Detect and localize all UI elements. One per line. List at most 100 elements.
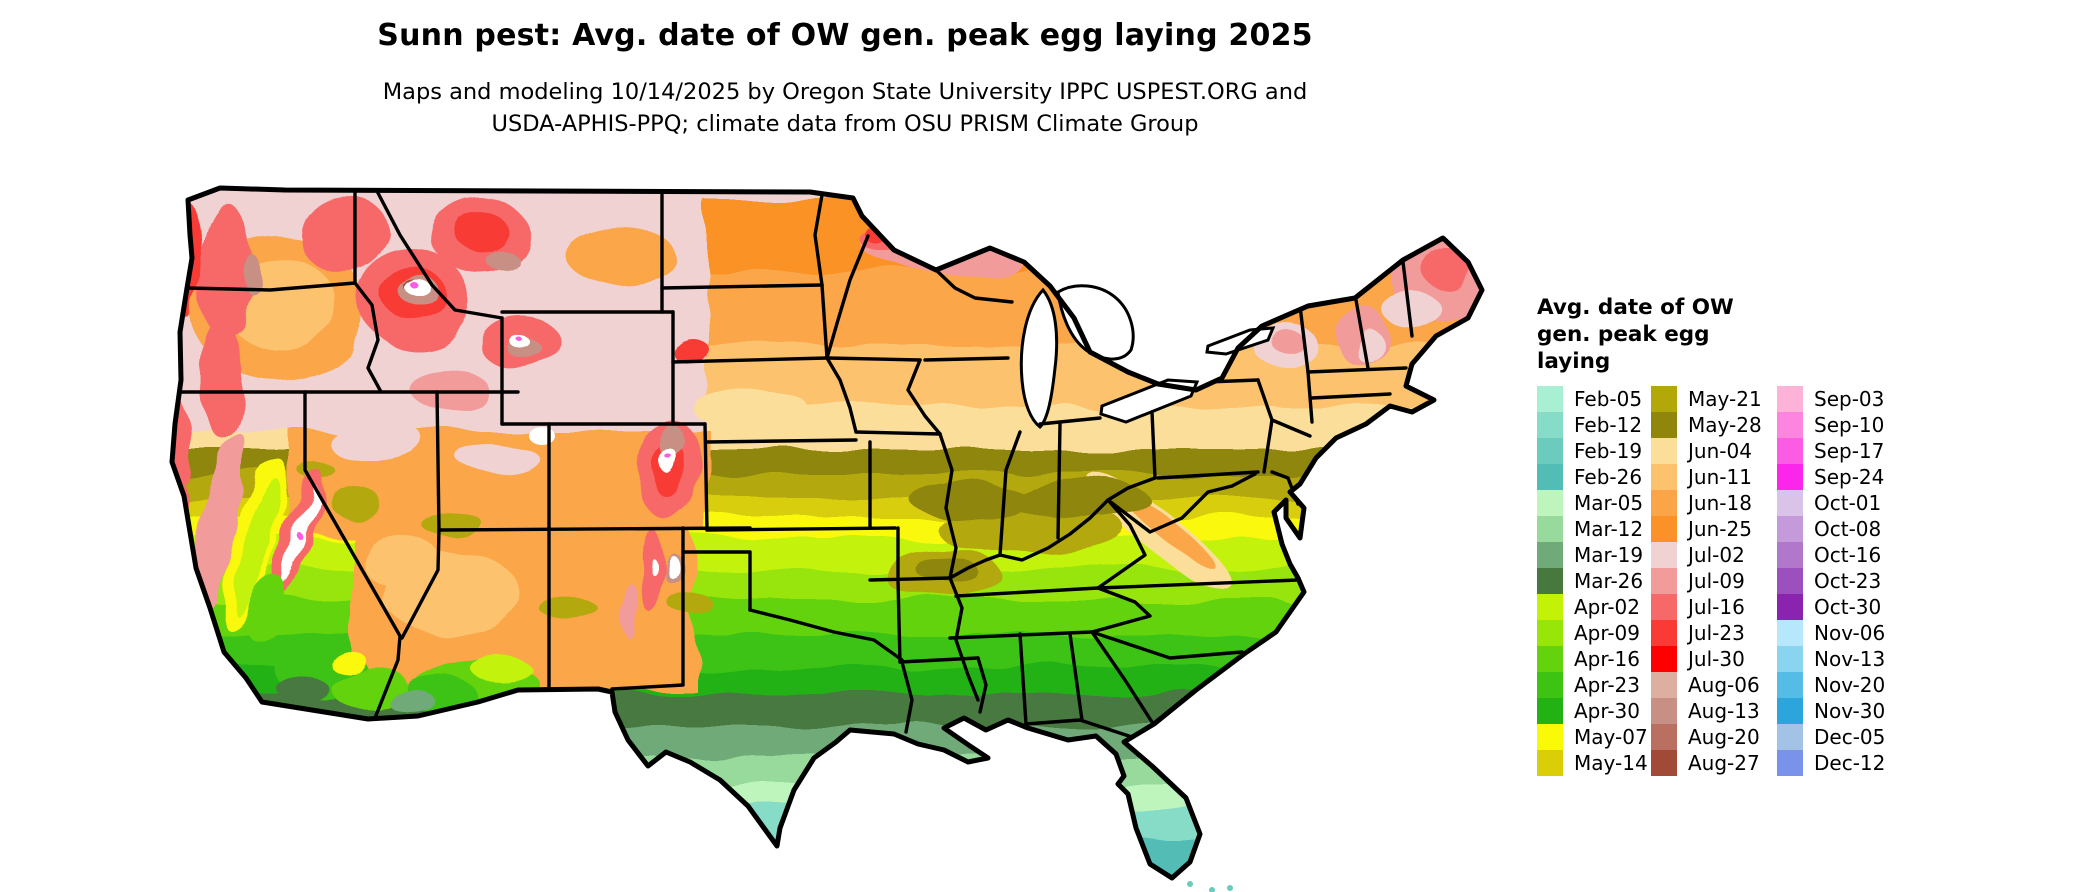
legend-label: Feb-19 [1574, 439, 1643, 463]
legend-entry: Mar-12 [1537, 516, 1651, 542]
legend-label: Apr-23 [1574, 673, 1640, 697]
legend-swatch [1651, 438, 1677, 464]
legend-entry: Jun-18 [1651, 490, 1777, 516]
legend-entry: Aug-20 [1651, 724, 1777, 750]
legend-swatch [1651, 464, 1677, 490]
subtitle-line-1: Maps and modeling 10/14/2025 by Oregon S… [382, 79, 1308, 105]
legend-label: Dec-05 [1814, 725, 1886, 749]
legend-label: Jul-16 [1688, 595, 1745, 619]
legend-label: Mar-19 [1574, 543, 1644, 567]
legend-label: Jun-04 [1688, 439, 1752, 463]
legend-swatch [1537, 438, 1563, 464]
legend-entry: Sep-17 [1777, 438, 1895, 464]
legend-label: Apr-02 [1574, 595, 1640, 619]
page-title: Sunn pest: Avg. date of OW gen. peak egg… [377, 18, 1313, 53]
legend-swatch [1777, 490, 1803, 516]
legend-entry: May-14 [1537, 750, 1651, 776]
legend-entry: Jul-23 [1651, 620, 1777, 646]
legend-label: Jun-18 [1688, 491, 1752, 515]
legend-swatch [1537, 620, 1563, 646]
legend-swatch [1537, 542, 1563, 568]
us-map-svg [169, 185, 1485, 892]
legend-label: Jul-09 [1688, 569, 1745, 593]
legend-entry: Dec-12 [1777, 750, 1895, 776]
legend-swatch [1651, 594, 1677, 620]
legend-entry: Apr-09 [1537, 620, 1651, 646]
legend-label: Oct-16 [1814, 543, 1882, 567]
legend-label: Aug-13 [1688, 699, 1760, 723]
florida-keys-dot [1187, 881, 1193, 887]
legend-swatch [1537, 464, 1563, 490]
legend-swatch [1777, 516, 1803, 542]
legend-swatch [1777, 594, 1803, 620]
legend-label: Jun-11 [1688, 465, 1752, 489]
legend-label: Dec-12 [1814, 751, 1886, 775]
legend-label: Nov-20 [1814, 673, 1886, 697]
subtitle-line-2: USDA-APHIS-PPQ; climate data from OSU PR… [491, 111, 1199, 137]
legend-swatch [1651, 646, 1677, 672]
subtitle: Maps and modeling 10/14/2025 by Oregon S… [150, 76, 1540, 140]
legend-swatch [1651, 724, 1677, 750]
legend-label: Apr-30 [1574, 699, 1640, 723]
legend: Avg. date of OW gen. peak egg laying Feb… [1537, 294, 2077, 776]
legend-entry: Oct-30 [1777, 594, 1895, 620]
legend-entry: Jul-16 [1651, 594, 1777, 620]
legend-entry: Sep-24 [1777, 464, 1895, 490]
legend-swatch [1651, 490, 1677, 516]
legend-swatch [1777, 750, 1803, 776]
legend-entry: Jun-11 [1651, 464, 1777, 490]
legend-entry: Sep-03 [1777, 386, 1895, 412]
legend-swatch [1777, 672, 1803, 698]
legend-swatch [1777, 646, 1803, 672]
legend-label: Oct-01 [1814, 491, 1882, 515]
legend-swatch [1537, 672, 1563, 698]
legend-label: Sep-10 [1814, 413, 1885, 437]
legend-swatch [1537, 516, 1563, 542]
legend-swatch [1651, 698, 1677, 724]
legend-entry: May-21 [1651, 386, 1777, 412]
legend-swatch [1651, 516, 1677, 542]
legend-swatch [1537, 568, 1563, 594]
legend-label: Aug-06 [1688, 673, 1760, 697]
legend-entry: Feb-26 [1537, 464, 1651, 490]
legend-entry: Feb-19 [1537, 438, 1651, 464]
legend-column: Feb-05 Feb-12 Feb-19 Feb-26 Mar-05 Mar-12 Mar-… [1537, 386, 1651, 776]
legend-swatch [1537, 750, 1563, 776]
great-salt-lake [529, 427, 555, 445]
legend-label: Sep-03 [1814, 387, 1885, 411]
legend-entry: Oct-16 [1777, 542, 1895, 568]
color-bands [172, 188, 1482, 878]
legend-swatch [1537, 386, 1563, 412]
legend-entry: Oct-23 [1777, 568, 1895, 594]
legend-entry: Jul-30 [1651, 646, 1777, 672]
legend-swatch [1537, 412, 1563, 438]
legend-label: Nov-13 [1814, 647, 1886, 671]
legend-column: Sep-03 Sep-10 Sep-17 Sep-24 Oct-01 Oct-08 Oct-… [1777, 386, 1895, 776]
legend-swatch [1777, 698, 1803, 724]
legend-entry: Jul-02 [1651, 542, 1777, 568]
legend-swatch [1651, 568, 1677, 594]
legend-entry: Sep-10 [1777, 412, 1895, 438]
legend-label: Apr-09 [1574, 621, 1640, 645]
legend-label: Feb-05 [1574, 387, 1643, 411]
legend-label: Jun-25 [1688, 517, 1752, 541]
legend-swatch [1537, 646, 1563, 672]
legend-entry: Apr-30 [1537, 698, 1651, 724]
legend-label: May-28 [1688, 413, 1762, 437]
legend-entry: Jun-04 [1651, 438, 1777, 464]
legend-label: Oct-08 [1814, 517, 1882, 541]
legend-entry: Dec-05 [1777, 724, 1895, 750]
legend-swatch [1537, 490, 1563, 516]
legend-swatch [1777, 724, 1803, 750]
florida-keys-dot [1227, 885, 1233, 891]
legend-entry: Oct-08 [1777, 516, 1895, 542]
legend-label: Nov-30 [1814, 699, 1886, 723]
legend-swatch [1777, 568, 1803, 594]
legend-swatch [1777, 438, 1803, 464]
legend-swatch [1651, 412, 1677, 438]
legend-swatch [1651, 620, 1677, 646]
legend-entry: Aug-13 [1651, 698, 1777, 724]
legend-entry: May-07 [1537, 724, 1651, 750]
legend-label: May-07 [1574, 725, 1648, 749]
